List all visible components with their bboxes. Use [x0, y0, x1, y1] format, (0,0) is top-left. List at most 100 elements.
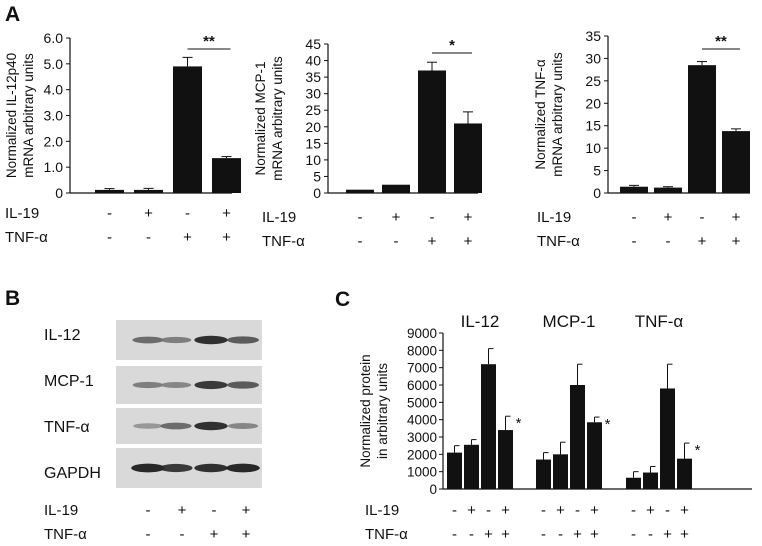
y-tick-label: 5	[593, 163, 601, 179]
y-tick-label: 45	[305, 36, 321, 52]
bar	[134, 189, 163, 193]
bar	[212, 158, 241, 193]
treatment-sign: -	[558, 526, 563, 543]
treatment-sign: -	[358, 233, 363, 250]
treatment-sign: +	[178, 502, 187, 519]
bar	[418, 70, 446, 193]
y-axis-label: mRNA arbitrary units	[21, 53, 36, 178]
y-tick-label: 30	[585, 50, 601, 66]
bar	[677, 458, 692, 489]
treatment-label: IL-19	[44, 502, 78, 519]
treatment-sign: -	[541, 502, 546, 519]
bar	[587, 422, 602, 489]
y-tick-label: 5.0	[44, 56, 64, 72]
blot-band	[194, 463, 228, 473]
blot-row-label: GAPDH	[44, 465, 101, 482]
treatment-sign: +	[646, 502, 655, 519]
y-tick-label: 15	[305, 135, 321, 151]
blot-band	[133, 423, 163, 429]
treatment-sign: -	[648, 526, 653, 543]
treatment-sign: -	[452, 526, 457, 543]
treatment-sign: -	[107, 205, 112, 222]
treatment-sign: -	[632, 209, 637, 226]
significance-marker: **	[203, 33, 215, 50]
treatment-sign: -	[146, 526, 151, 543]
blot-row-label: IL-12	[44, 327, 81, 344]
bar	[382, 184, 410, 193]
treatment-sign: +	[210, 526, 219, 543]
bar	[660, 388, 675, 489]
treatment-sign: +	[222, 229, 231, 246]
treatment-sign: +	[732, 209, 741, 226]
blot-row-label: MCP-1	[44, 373, 94, 390]
treatment-sign: +	[144, 205, 153, 222]
bar	[620, 186, 648, 193]
y-tick-label: 4000	[407, 413, 437, 428]
y-tick-label: 20	[585, 95, 601, 111]
y-tick-label: 3000	[407, 430, 437, 445]
bar	[481, 364, 496, 489]
blot-band	[227, 423, 259, 429]
bar	[173, 66, 202, 193]
treatment-sign: -	[430, 209, 435, 226]
treatment-sign: -	[665, 502, 670, 519]
bar	[536, 459, 551, 489]
significance-marker: *	[449, 37, 455, 54]
bar	[447, 452, 462, 489]
y-tick-label: 0	[313, 185, 321, 201]
treatment-sign: +	[242, 526, 251, 543]
treatment-sign: -	[452, 502, 457, 519]
significance-marker: **	[715, 33, 727, 50]
y-tick-label: 35	[305, 69, 321, 85]
y-tick-label: 6000	[407, 378, 437, 393]
treatment-label: TNF-α	[5, 229, 48, 246]
treatment-sign: -	[185, 205, 190, 222]
treatment-sign: -	[358, 209, 363, 226]
y-tick-label: 0	[429, 482, 437, 497]
y-axis-label: Normalized MCP-1	[253, 61, 268, 175]
blot-band	[227, 336, 259, 344]
blot-band	[194, 421, 228, 431]
treatment-sign: -	[631, 526, 636, 543]
y-axis-label: mRNA arbitrary units	[550, 52, 565, 177]
bar	[498, 430, 513, 489]
treatment-sign: +	[183, 229, 192, 246]
bar	[643, 472, 658, 489]
y-tick-label: 7000	[407, 361, 437, 376]
treatment-sign: +	[680, 502, 689, 519]
blot-band	[227, 381, 259, 389]
y-tick-label: 1.0	[44, 159, 64, 175]
blot-band	[132, 381, 164, 389]
y-tick-label: 20	[305, 119, 321, 135]
y-tick-label: 1000	[407, 465, 437, 480]
blot-band	[194, 380, 228, 390]
treatment-label: TNF-α	[262, 233, 305, 250]
treatment-sign: +	[242, 502, 251, 519]
bar	[95, 189, 124, 193]
treatment-sign: -	[146, 502, 151, 519]
treatment-sign: -	[631, 502, 636, 519]
y-tick-label: 5000	[407, 395, 437, 410]
y-tick-label: 6.0	[44, 30, 64, 46]
bar	[553, 454, 568, 489]
treatment-sign: +	[663, 526, 672, 543]
panel-label-b: B	[5, 287, 20, 310]
y-tick-label: 8000	[407, 343, 437, 358]
treatment-label: IL-19	[262, 209, 296, 226]
treatment-sign: -	[632, 233, 637, 250]
group-label: TNF-α	[635, 312, 684, 331]
bar	[346, 189, 374, 193]
treatment-sign: -	[469, 526, 474, 543]
blot-band	[132, 336, 164, 344]
y-tick-label: 30	[305, 86, 321, 102]
group-label: IL-12	[461, 312, 500, 331]
treatment-label: IL-19	[365, 502, 399, 519]
bar	[454, 123, 482, 193]
bar	[688, 65, 716, 193]
treatment-sign: +	[680, 526, 689, 543]
treatment-sign: +	[467, 502, 476, 519]
treatment-label: TNF-α	[44, 526, 87, 543]
treatment-label: IL-19	[537, 209, 571, 226]
